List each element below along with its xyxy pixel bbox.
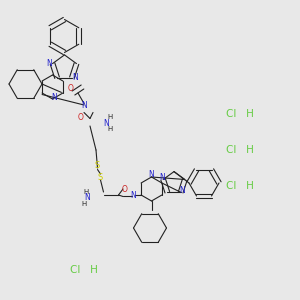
- Text: H: H: [83, 189, 88, 195]
- Text: Cl   H: Cl H: [70, 265, 98, 275]
- Text: H: H: [107, 126, 112, 132]
- Text: N: N: [84, 194, 90, 202]
- Text: O: O: [78, 112, 84, 122]
- Text: N: N: [103, 118, 109, 127]
- Text: N: N: [130, 190, 136, 200]
- Text: N: N: [148, 170, 154, 179]
- Text: S: S: [98, 172, 103, 182]
- Text: N: N: [51, 93, 57, 102]
- Text: O: O: [68, 84, 74, 93]
- Text: N: N: [46, 59, 52, 68]
- Text: H: H: [107, 114, 112, 120]
- Text: Cl   H: Cl H: [226, 181, 254, 191]
- Text: N: N: [81, 100, 87, 109]
- Text: S: S: [95, 160, 100, 169]
- Text: O: O: [122, 184, 128, 194]
- Text: H: H: [81, 201, 87, 207]
- Text: N: N: [179, 186, 185, 195]
- Text: N: N: [159, 173, 164, 182]
- Text: Cl   H: Cl H: [226, 145, 254, 155]
- Text: N: N: [72, 73, 78, 82]
- Text: Cl   H: Cl H: [226, 109, 254, 119]
